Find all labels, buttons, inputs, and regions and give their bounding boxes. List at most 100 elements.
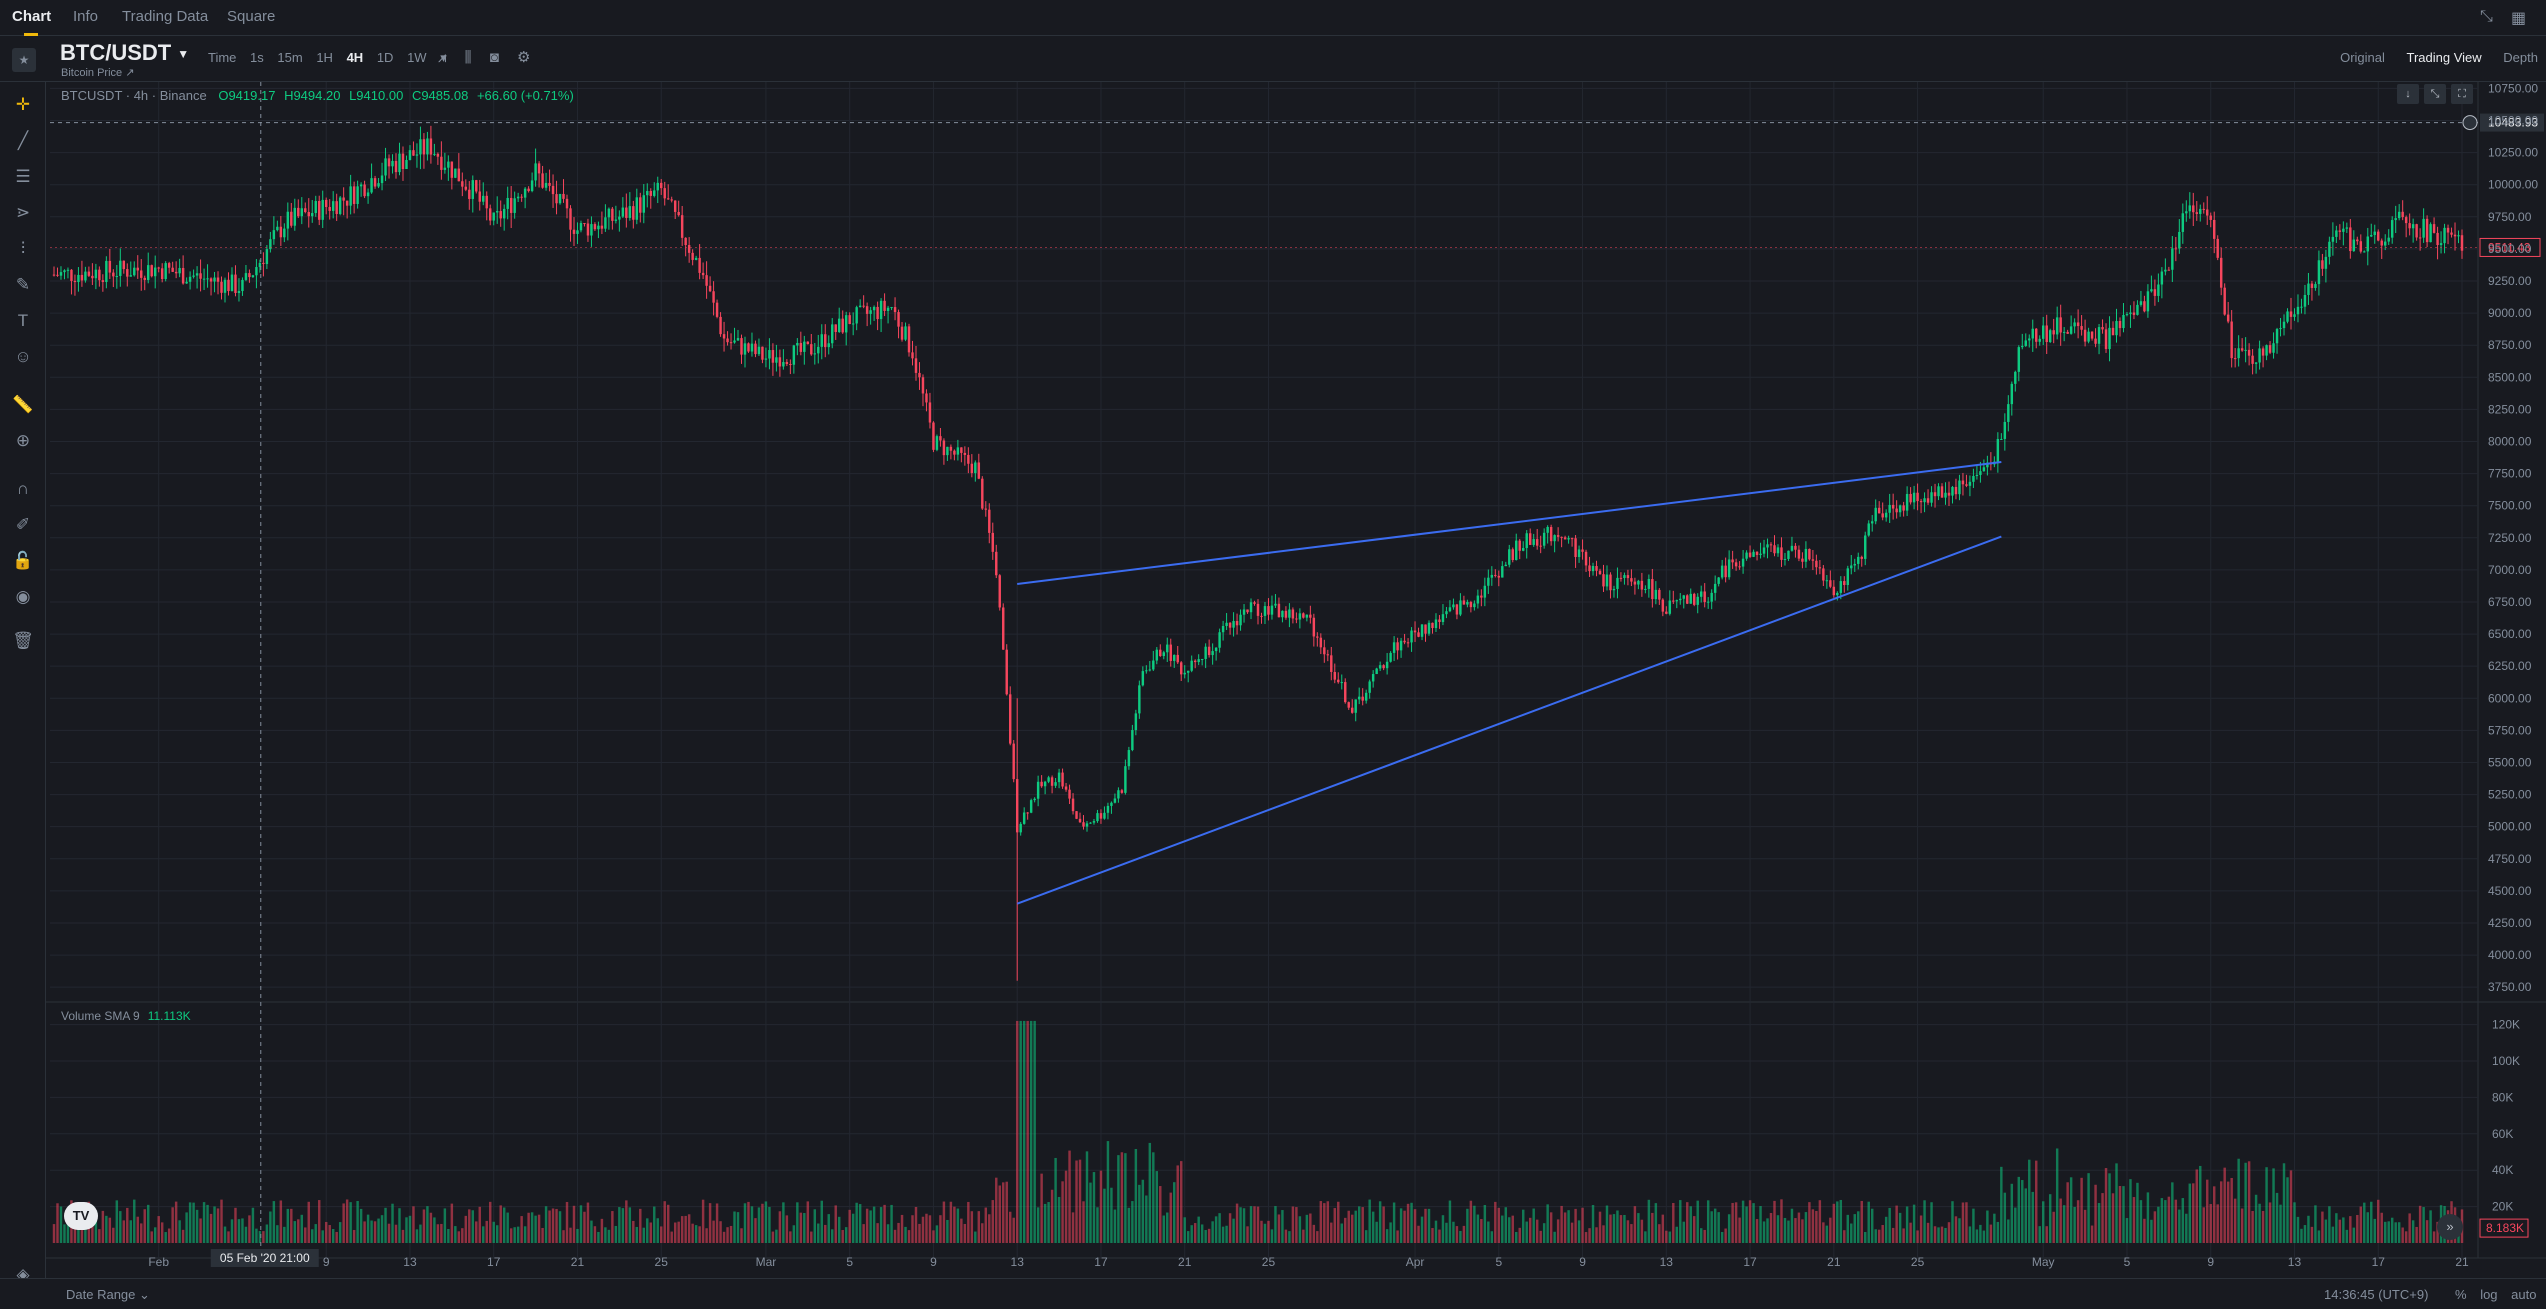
candle-body [1626, 575, 1630, 579]
text-tool-icon[interactable]: T [17, 311, 29, 330]
volume-bar [2031, 1191, 2034, 1243]
magnet-icon[interactable]: ∩ [16, 479, 30, 498]
auto-scale-toggle[interactable]: auto [2511, 1287, 2537, 1302]
camera-icon[interactable]: ◙ [489, 49, 499, 66]
fib-tool-icon[interactable]: ⫶ [20, 239, 26, 258]
candle-body [2324, 256, 2328, 269]
volume-bar [911, 1215, 914, 1243]
volume-bar [1937, 1227, 1940, 1243]
interval-1w[interactable]: 1W [407, 50, 427, 65]
view-trading-view[interactable]: Trading View [2406, 50, 2482, 65]
trash-icon[interactable]: 🗑 [12, 631, 34, 650]
brush-icon[interactable]: ✎ [15, 275, 31, 294]
tab-trading-data[interactable]: Trading Data [122, 8, 209, 25]
candle-body [213, 277, 216, 282]
tradingview-logo[interactable]: TV [64, 1202, 98, 1230]
crosshair-icon[interactable]: ✛ [15, 95, 31, 114]
volume-bar [234, 1207, 237, 1243]
view-depth[interactable]: Depth [2503, 50, 2538, 65]
zoom-in-icon[interactable]: ⊕ [15, 431, 31, 450]
interval-time[interactable]: Time [208, 50, 237, 65]
scroll-to-latest-button[interactable]: » [2437, 1214, 2463, 1240]
candle-body [1392, 642, 1396, 653]
volume-bar [2146, 1192, 2150, 1243]
volume-bar [1888, 1207, 1891, 1243]
candle-body [1504, 564, 1508, 567]
candle-body [1256, 603, 1260, 616]
view-original[interactable]: Original [2340, 50, 2385, 65]
shrink-icon[interactable]: ⤡ [2424, 84, 2446, 104]
layout-grid-icon[interactable]: ▦ [2511, 10, 2527, 27]
candle-body [304, 208, 307, 213]
settings-gear-icon[interactable]: ⚙ [516, 49, 531, 66]
indicators-icon[interactable]: ⩘ [438, 49, 447, 66]
symbol-subtitle[interactable]: Bitcoin Price ↗ [61, 67, 135, 79]
lock-icon[interactable]: 🔓 [12, 551, 34, 570]
interval-1d[interactable]: 1D [376, 50, 394, 65]
volume-bar [59, 1206, 63, 1243]
price-tick-label: 5500.00 [2488, 755, 2532, 769]
candle-body [307, 212, 310, 217]
tab-square[interactable]: Square [227, 8, 276, 25]
chart-type-icon[interactable]: ⫼ [464, 49, 472, 66]
percent-scale-toggle[interactable]: % [2455, 1287, 2467, 1302]
candle-body [1912, 492, 1916, 503]
candle-body [694, 257, 698, 260]
interval-1h[interactable]: 1H [316, 50, 333, 65]
volume-bar [1637, 1213, 1640, 1243]
volume-bar [147, 1204, 150, 1243]
candle-body [1968, 481, 1972, 486]
candle-body [803, 341, 806, 352]
candle-body [314, 201, 317, 214]
volume-bar [1333, 1208, 1336, 1243]
trendlines-group [1016, 461, 2002, 905]
volume-bar [2045, 1226, 2048, 1243]
volume-bar [509, 1228, 513, 1243]
volume-bar [1542, 1223, 1546, 1243]
eye-icon[interactable]: ◉ [15, 587, 31, 606]
candle-body [1078, 818, 1082, 823]
symbol-selector[interactable]: BTC/USDT ▼ [60, 40, 189, 66]
volume-bar [2080, 1177, 2083, 1243]
volume-bar [1951, 1201, 1954, 1243]
volume-bar [2073, 1206, 2076, 1243]
tab-info[interactable]: Info [73, 8, 99, 25]
interval-more-caret-icon[interactable]: ▾ [440, 50, 447, 65]
trendline-tool-icon[interactable]: ╱ [17, 131, 29, 150]
interval-1s[interactable]: 1s [250, 50, 264, 65]
ruler-icon[interactable]: 📏 [12, 395, 34, 414]
arrow-down-icon[interactable]: ↓ [2397, 84, 2419, 104]
candle-body [1385, 661, 1389, 669]
emoji-icon[interactable]: ☺ [14, 347, 32, 366]
pitchfork-icon[interactable]: ⋗ [15, 203, 31, 222]
candle-body [1057, 772, 1061, 783]
volume-bar [506, 1212, 509, 1243]
candle-body [1455, 604, 1459, 615]
candle-body [586, 223, 590, 236]
candle-body [2453, 234, 2457, 237]
price-tick-label: 7000.00 [2488, 563, 2532, 577]
volume-bar [482, 1226, 485, 1243]
log-scale-toggle[interactable]: log [2480, 1287, 2498, 1302]
candle-body [1755, 551, 1759, 555]
volume-bar [984, 1207, 988, 1243]
volume-bar [1811, 1209, 1815, 1243]
candle-body [1249, 602, 1253, 613]
horizontal-lines-icon[interactable]: ☰ [15, 167, 31, 186]
interval-15m[interactable]: 15m [277, 50, 303, 65]
volume-bar [621, 1208, 625, 1243]
interval-4h[interactable]: 4H [346, 50, 364, 65]
lock-drawing-icon[interactable]: ✐ [15, 515, 31, 534]
volume-bar [1825, 1225, 1829, 1243]
collapse-icon[interactable]: ⤡ [2480, 8, 2493, 25]
volume-bar [2104, 1168, 2108, 1243]
tab-chart[interactable]: Chart [12, 8, 52, 25]
candle-body [1783, 558, 1787, 560]
date-range-button[interactable]: Date Range ⌄ [66, 1287, 150, 1302]
candle-body [101, 280, 105, 282]
fullscreen-icon[interactable]: ⛶ [2451, 84, 2473, 104]
favorite-star-icon[interactable]: ★ [12, 48, 36, 72]
candle-body [2045, 325, 2048, 343]
candle-body [597, 225, 600, 230]
